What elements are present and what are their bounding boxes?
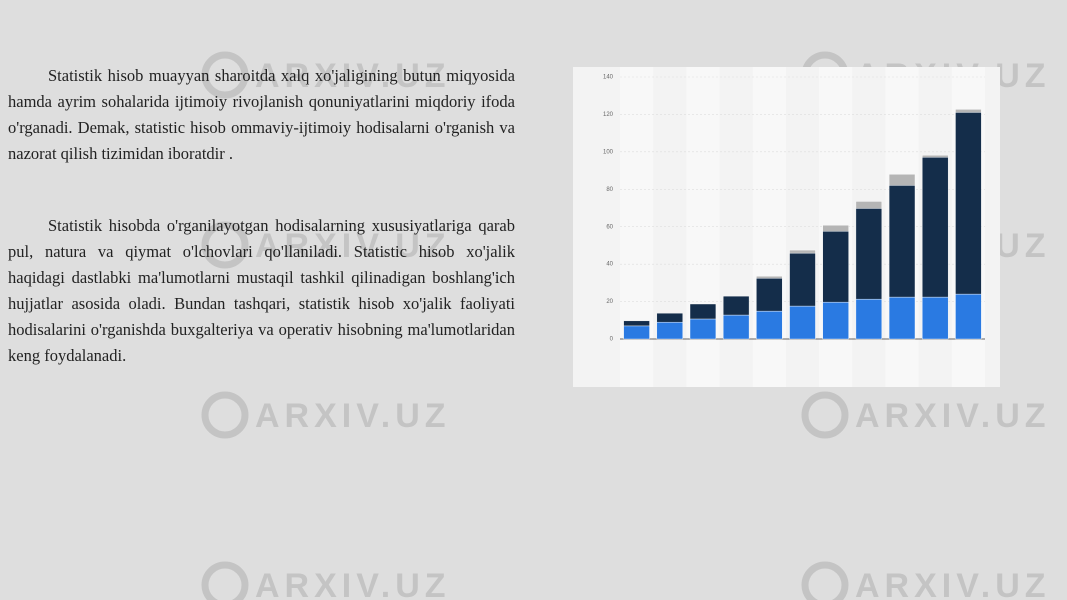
bar-segment xyxy=(855,298,883,340)
y-tick-label: 0 xyxy=(610,337,614,343)
bar-segment xyxy=(955,109,982,113)
y-tick-label: 100 xyxy=(603,149,614,155)
watermark: ARXIV.UZ xyxy=(255,567,451,600)
bar-segment xyxy=(888,174,916,186)
bar-segment xyxy=(922,296,949,340)
y-tick-label: 80 xyxy=(606,187,613,193)
bar-segment xyxy=(888,296,916,340)
bar-segment xyxy=(756,276,783,279)
bar-segment xyxy=(689,318,717,340)
bar-segment xyxy=(955,112,982,295)
watermark: ARXIV.UZ xyxy=(855,397,1051,435)
bar-segment xyxy=(955,293,982,340)
bar-segment xyxy=(888,185,916,298)
bar-segment xyxy=(922,155,949,158)
paragraph: Statistik hisobda o'rganilayotgan hodisa… xyxy=(8,216,515,365)
bar-segment xyxy=(789,249,816,254)
watermark-icon xyxy=(201,51,249,99)
watermark-icon xyxy=(201,561,249,600)
y-tick-label: 120 xyxy=(603,112,614,118)
bar-segment xyxy=(922,157,949,298)
bar-segment xyxy=(855,208,883,300)
bar-segment xyxy=(789,305,816,340)
bar-segment xyxy=(656,321,683,340)
bar-segment xyxy=(756,310,783,340)
bar-segment xyxy=(822,231,849,303)
watermark: ARXIV.UZ xyxy=(855,567,1051,600)
bar-segment xyxy=(656,312,683,323)
y-tick-label: 40 xyxy=(606,262,613,268)
y-tick-label: 20 xyxy=(606,299,613,305)
bar-segment xyxy=(623,325,650,340)
bar-segment xyxy=(822,225,849,232)
bar-segment xyxy=(822,301,849,340)
paragraph: Statistik hisob muayyan sharoitda xalq x… xyxy=(8,66,515,163)
watermark: ARXIV.UZ xyxy=(255,57,451,95)
watermark: ARXIV.UZ xyxy=(255,397,451,435)
y-tick-label: 60 xyxy=(606,224,613,230)
bar-segment xyxy=(689,303,717,320)
bar-segment xyxy=(623,320,650,327)
watermark-icon xyxy=(201,221,249,269)
chart: 0 20 40 60 80 100 120 140 xyxy=(573,67,1000,387)
bar-segment xyxy=(789,252,816,307)
bar-segment xyxy=(855,201,883,209)
bar-segment xyxy=(756,277,783,312)
bar-segment xyxy=(722,295,750,316)
y-tick-label: 140 xyxy=(603,75,614,81)
watermark-icon xyxy=(801,561,849,600)
watermark: ARXIV.UZ xyxy=(255,227,451,265)
watermark-icon xyxy=(801,391,849,439)
bar-segment xyxy=(722,314,750,340)
watermark-icon xyxy=(201,391,249,439)
